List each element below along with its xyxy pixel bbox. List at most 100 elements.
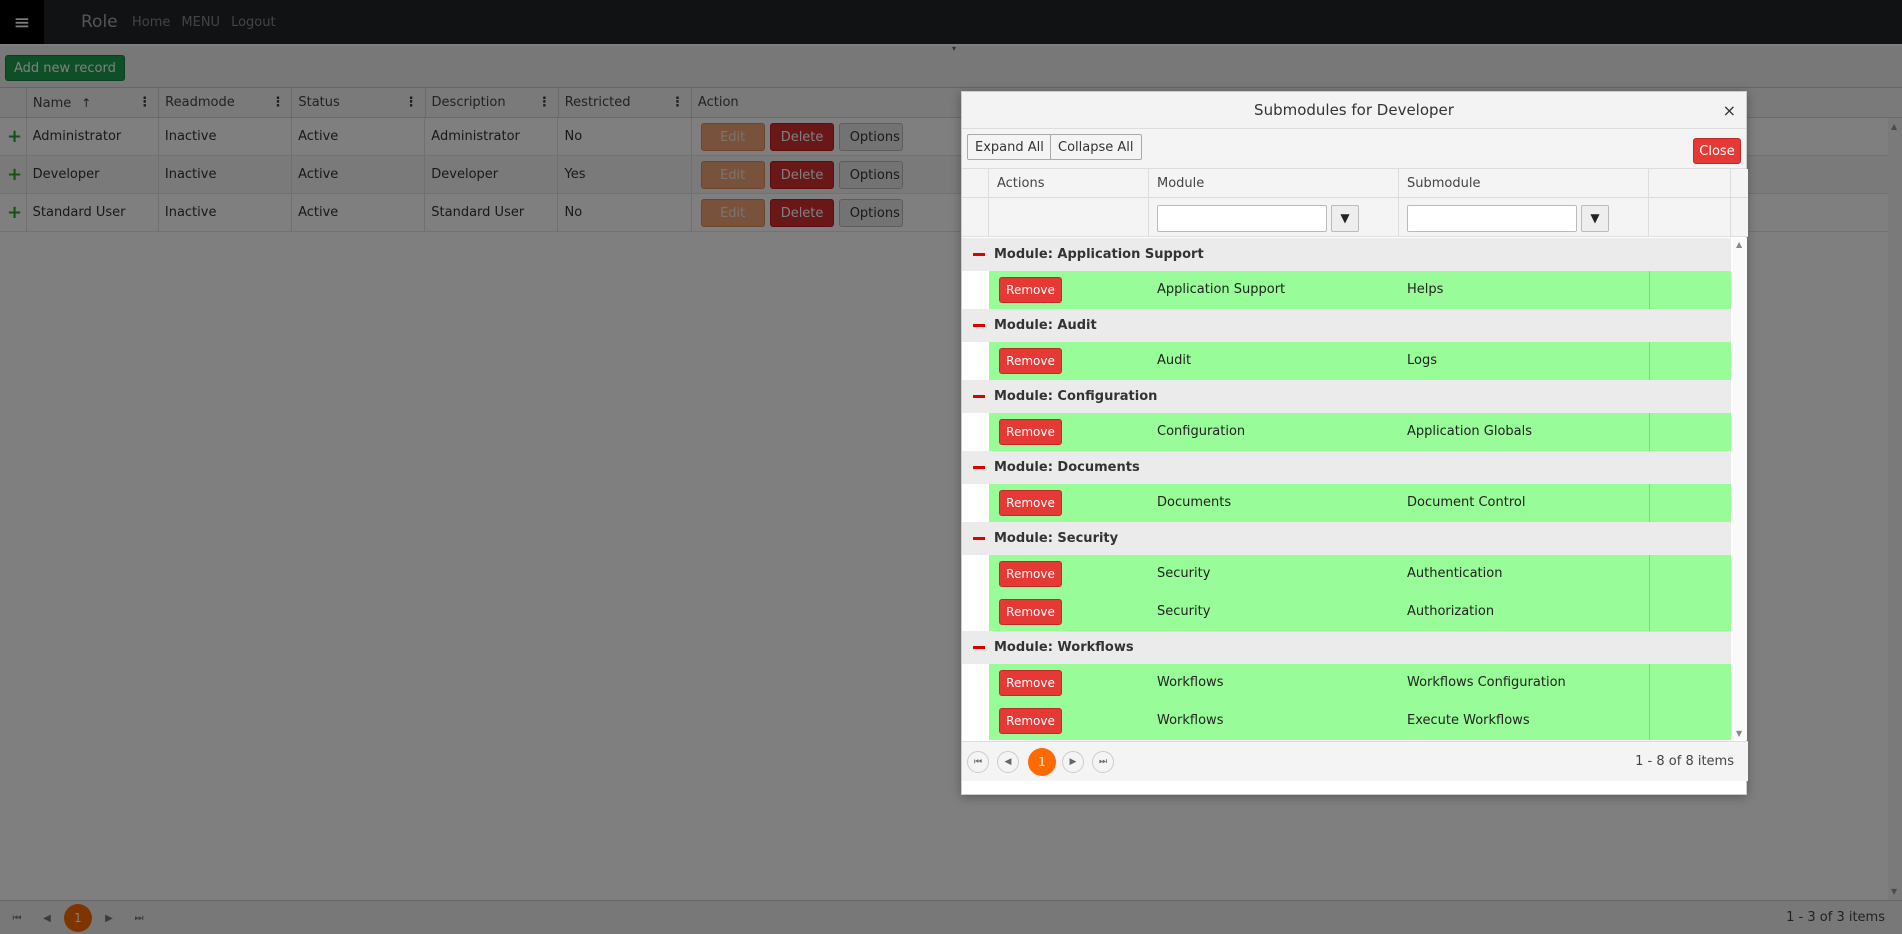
- remove-button[interactable]: Remove: [999, 708, 1062, 734]
- remove-button[interactable]: Remove: [999, 561, 1062, 587]
- close-icon[interactable]: ×: [1722, 101, 1736, 120]
- collapse-group-minus-icon[interactable]: [973, 646, 985, 649]
- table-row: Remove Application Support Helps: [989, 271, 1731, 309]
- cell-spacer: [1649, 664, 1731, 702]
- pager-info: 1 - 8 of 8 items: [1635, 754, 1734, 769]
- last-page-icon[interactable]: ⏭: [1092, 751, 1114, 773]
- remove-button[interactable]: Remove: [999, 348, 1062, 374]
- table-row: Remove Security Authentication: [989, 555, 1731, 593]
- cell-actions: Remove: [989, 555, 1149, 593]
- submodules-grid: Actions Module Submodule ▼ ▼: [962, 169, 1748, 237]
- dialog-pager: ⏮ ◀ 1 ▶ ⏭ 1 - 8 of 8 items: [962, 741, 1748, 781]
- scroll-down-icon[interactable]: ▼: [1736, 729, 1743, 738]
- table-row: Remove Security Authorization: [989, 593, 1731, 631]
- cell-actions: Remove: [989, 702, 1149, 740]
- cell-spacer: [1649, 484, 1731, 522]
- group-header: Module: Documents: [962, 451, 1731, 484]
- table-row: Remove Audit Logs: [989, 342, 1731, 380]
- cell-module: Security: [1157, 604, 1211, 619]
- module-filter-cell: ▼: [1149, 198, 1399, 236]
- filter-icon[interactable]: ▼: [1581, 205, 1609, 232]
- cell-submodule: Logs: [1407, 353, 1437, 368]
- cell-spacer: [1649, 413, 1731, 451]
- group-column-header: [962, 169, 989, 197]
- remove-button[interactable]: Remove: [999, 599, 1062, 625]
- table-row: Remove Workflows Execute Workflows: [989, 702, 1731, 740]
- grid-header: Actions Module Submodule: [962, 169, 1748, 198]
- cell-submodule: Helps: [1407, 282, 1444, 297]
- collapse-group-minus-icon[interactable]: [973, 324, 985, 327]
- cell-spacer: [1649, 702, 1731, 740]
- cell-spacer: [1649, 593, 1731, 631]
- cell-submodule: Authorization: [1407, 604, 1495, 619]
- collapse-group-minus-icon[interactable]: [973, 537, 985, 540]
- remove-button[interactable]: Remove: [999, 419, 1062, 445]
- cell-spacer: [1649, 271, 1731, 309]
- table-row: Remove Configuration Application Globals: [989, 413, 1731, 451]
- cell-actions: Remove: [989, 342, 1149, 380]
- collapse-group-minus-icon[interactable]: [973, 395, 985, 398]
- cell-submodule: Execute Workflows: [1407, 713, 1530, 728]
- submodules-dialog: Submodules for Developer × Expand All Co…: [961, 91, 1748, 795]
- close-button[interactable]: Close: [1693, 138, 1741, 164]
- cell-module: Documents: [1157, 495, 1232, 510]
- cell-module: Workflows: [1157, 713, 1224, 728]
- submodules-grid-body: Module: Application Support Remove Applica…: [962, 238, 1731, 740]
- expand-all-button[interactable]: Expand All: [967, 134, 1052, 160]
- remove-button[interactable]: Remove: [999, 670, 1062, 696]
- collapse-all-button[interactable]: Collapse All: [1050, 134, 1142, 160]
- splitter-handle-icon[interactable]: ▾: [952, 44, 957, 53]
- filter-icon[interactable]: ▼: [1331, 205, 1359, 232]
- first-page-icon[interactable]: ⏮: [967, 751, 989, 773]
- collapse-group-minus-icon[interactable]: [973, 466, 985, 469]
- column-header-actions: Actions: [989, 169, 1149, 197]
- next-page-icon[interactable]: ▶: [1062, 751, 1084, 773]
- group-header-label: Module: Application Support: [994, 247, 1204, 262]
- group-header-label: Module: Workflows: [994, 640, 1134, 655]
- column-header-module[interactable]: Module: [1149, 169, 1399, 197]
- group-header-label: Module: Audit: [994, 318, 1097, 333]
- cell-module: Security: [1157, 566, 1211, 581]
- previous-page-icon[interactable]: ◀: [997, 751, 1019, 773]
- group-header: Module: Security: [962, 522, 1731, 555]
- filter-row: ▼ ▼: [962, 198, 1748, 237]
- dialog-toolbar: Expand All Collapse All Close: [962, 129, 1746, 169]
- group-header: Module: Configuration: [962, 380, 1731, 413]
- table-row: Remove Documents Document Control: [989, 484, 1731, 522]
- table-row: Remove Workflows Workflows Configuration: [989, 664, 1731, 702]
- cell-submodule: Workflows Configuration: [1407, 675, 1566, 690]
- cell-actions: Remove: [989, 271, 1149, 309]
- cell-spacer: [1649, 555, 1731, 593]
- page-number-current[interactable]: 1: [1028, 748, 1056, 776]
- cell-actions: Remove: [989, 484, 1149, 522]
- cell-module: Workflows: [1157, 675, 1224, 690]
- group-header-label: Module: Documents: [994, 460, 1140, 475]
- cell-module: Configuration: [1157, 424, 1246, 439]
- column-header-submodule[interactable]: Submodule: [1399, 169, 1649, 197]
- cell-spacer: [1649, 342, 1731, 380]
- collapse-group-minus-icon[interactable]: [973, 253, 985, 256]
- cell-actions: Remove: [989, 593, 1149, 631]
- cell-submodule: Document Control: [1407, 495, 1526, 510]
- column-header-spacer: [1649, 169, 1731, 197]
- group-header: Module: Workflows: [962, 631, 1731, 664]
- scroll-up-icon[interactable]: ▲: [1736, 240, 1743, 249]
- dialog-title: Submodules for Developer: [1254, 101, 1454, 119]
- remove-button[interactable]: Remove: [999, 490, 1062, 516]
- cell-module: Audit: [1157, 353, 1192, 368]
- submodule-filter-input[interactable]: [1407, 205, 1577, 232]
- cell-actions: Remove: [989, 413, 1149, 451]
- dialog-titlebar: Submodules for Developer ×: [962, 92, 1746, 129]
- remove-button[interactable]: Remove: [999, 277, 1062, 303]
- group-header: Module: Audit: [962, 309, 1731, 342]
- module-filter-input[interactable]: [1157, 205, 1327, 232]
- dialog-grid-scrollbar[interactable]: ▲ ▼: [1733, 238, 1747, 740]
- group-header: Module: Application Support: [962, 238, 1731, 271]
- submodule-filter-cell: ▼: [1399, 198, 1649, 236]
- group-header-label: Module: Configuration: [994, 389, 1158, 404]
- cell-submodule: Application Globals: [1407, 424, 1533, 439]
- group-header-label: Module: Security: [994, 531, 1119, 546]
- cell-module: Application Support: [1157, 282, 1286, 297]
- cell-actions: Remove: [989, 664, 1149, 702]
- cell-submodule: Authentication: [1407, 566, 1503, 581]
